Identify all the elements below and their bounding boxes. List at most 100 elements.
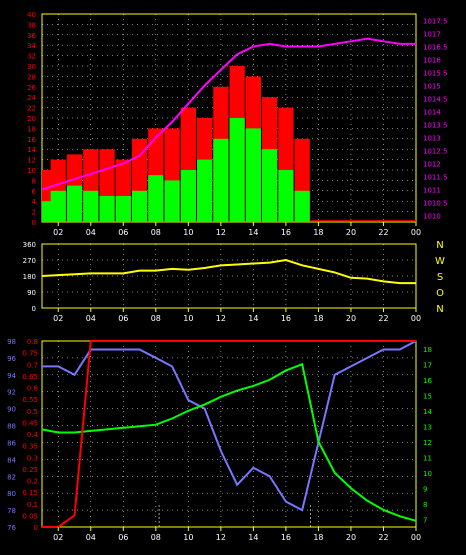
direction-ytick-label: 90: [27, 289, 36, 297]
pressure-ytick-label: 1016: [423, 57, 441, 65]
luftfeuchte-label: Luftfeuchte: [67, 322, 124, 333]
rain-line: [42, 340, 416, 528]
avg-bar: [66, 185, 83, 222]
climate-xtick-label: 14: [248, 533, 258, 542]
wind-ytick-label: 4: [32, 198, 37, 206]
chart-marks: 0246810121416182022242628303234363840101…: [7, 11, 447, 542]
pressure-ytick-label: 1012.5: [423, 148, 448, 156]
rain-ytick-label: 0.15: [22, 489, 38, 497]
wind-xtick-label: 08: [151, 228, 161, 237]
rain-ytick-label: 0.05: [22, 512, 38, 520]
pressure-ytick-label: 1010.5: [423, 200, 448, 208]
wind-ytick-label: 22: [27, 105, 36, 113]
avg-bar: [164, 180, 180, 222]
direction-xtick-label: 12: [216, 314, 226, 323]
wind-ytick-label: 40: [27, 11, 36, 19]
avg-bar: [294, 190, 310, 222]
direction-compass-label: O: [436, 288, 444, 299]
avg-bar: [278, 170, 294, 222]
wind-ytick-label: 28: [27, 73, 36, 81]
wind-ytick-label: 6: [32, 188, 37, 196]
climate-xtick-label: 04: [86, 533, 96, 542]
wind-ytick-label: 18: [27, 125, 36, 133]
rain-ytick-label: 0.25: [22, 466, 38, 474]
climate-xtick-label: 16: [281, 533, 291, 542]
avg-bar: [83, 190, 99, 222]
temperatur-label: Temperatur: [310, 322, 369, 333]
wind-ytick-label: 24: [27, 94, 36, 102]
wind-xtick-label: 06: [118, 228, 128, 237]
wind-ytick-label: 30: [27, 63, 36, 71]
wind-ytick-label: 20: [27, 115, 36, 123]
temp-ytick-label: 12: [423, 439, 432, 447]
humidity-ytick-label: 84: [7, 456, 16, 464]
rain-ytick-label: 0.8: [27, 338, 38, 346]
climate-xtick-label: 22: [378, 533, 388, 542]
pressure-ytick-label: 1012: [423, 161, 441, 169]
regen-label: Regen: [2, 322, 34, 333]
direction-xtick-label: 16: [281, 314, 291, 323]
direction-compass-label: N: [436, 240, 443, 251]
temp-ytick-label: 13: [423, 423, 432, 431]
wind-xtick-label: 22: [378, 228, 388, 237]
wind-ytick-label: 36: [27, 32, 36, 40]
humidity-ytick-label: 78: [7, 507, 16, 515]
rain-ytick-label: 0: [34, 524, 38, 532]
pressure-ytick-label: 1010: [423, 213, 441, 221]
direction-compass-label: N: [436, 304, 443, 315]
avg-bar: [245, 128, 262, 222]
climate-xtick-label: 10: [183, 533, 193, 542]
pressure-ytick-label: 1011.5: [423, 174, 448, 182]
humidity-ytick-label: 98: [7, 338, 16, 346]
rain-ytick-label: 0.65: [22, 373, 38, 381]
sun-set-label: Sun Set: [309, 492, 336, 500]
pressure-ytick-label: 1015: [423, 83, 441, 91]
avg-bar: [262, 149, 278, 222]
wind-xtick-label: 04: [86, 228, 96, 237]
direction-xtick-label: 10: [183, 314, 193, 323]
pressure-ytick-label: 1014.5: [423, 96, 448, 104]
temp-ytick-label: 15: [423, 392, 432, 400]
temp-ytick-label: 14: [423, 408, 432, 416]
wind-ytick-label: 16: [27, 136, 36, 144]
wind-ytick-label: 38: [27, 21, 36, 29]
temp-ytick-label: 7: [423, 516, 427, 524]
windstaerke-label: Windstärke: [36, 2, 92, 13]
pressure-ytick-label: 1017: [423, 31, 441, 39]
climate-xtick-label: 18: [313, 533, 323, 542]
temp-ytick-label: 10: [423, 470, 432, 478]
avg-bar: [148, 175, 164, 222]
wind-ytick-label: 10: [27, 167, 36, 175]
wind-ytick-label: 2: [32, 209, 36, 217]
avg-bar: [196, 159, 213, 222]
humidity-ytick-label: 94: [7, 372, 16, 380]
direction-line: [41, 258, 416, 285]
wind-ytick-label: 8: [32, 177, 36, 185]
climate-xtick-label: 08: [151, 533, 161, 542]
pressure-line: [41, 37, 416, 191]
direction-ytick-label: 180: [23, 273, 36, 281]
humidity-ytick-label: 92: [7, 389, 16, 397]
direction-xtick-label: 18: [313, 314, 323, 323]
rain-ytick-label: 0.5: [27, 408, 38, 416]
wind-xtick-label: 18: [313, 228, 323, 237]
avg-bar: [50, 190, 66, 222]
wind-ytick-label: 12: [27, 157, 36, 165]
direction-xtick-label: 22: [378, 314, 388, 323]
direction-xtick-label: 20: [346, 314, 356, 323]
wind-ytick-label: 0: [32, 219, 36, 227]
temp-ytick-label: 16: [423, 377, 432, 385]
temp-ytick-label: 9: [423, 485, 427, 493]
humidity-ytick-label: 82: [7, 473, 16, 481]
pressure-ytick-label: 1017.5: [423, 18, 448, 26]
wind-ytick-label: 14: [27, 146, 36, 154]
direction-compass-label: S: [437, 272, 443, 283]
wind-ytick-label: 26: [27, 84, 36, 92]
wind-xtick-label: 10: [183, 228, 193, 237]
sun-rise-label: Sun Rise: [155, 492, 185, 500]
direction-xtick-label: 04: [86, 314, 96, 323]
temp-ytick-label: 18: [423, 346, 432, 354]
wind-ytick-label: 34: [27, 42, 36, 50]
direction-xtick-label: 06: [118, 314, 128, 323]
